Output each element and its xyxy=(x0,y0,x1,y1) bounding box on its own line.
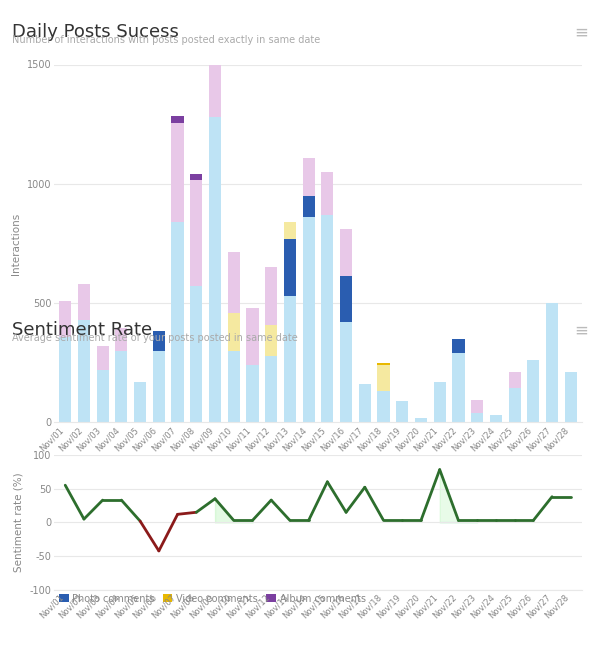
Bar xyxy=(340,229,352,275)
Bar xyxy=(321,215,334,422)
Bar xyxy=(78,284,90,320)
Bar xyxy=(490,415,502,422)
Bar xyxy=(565,372,577,422)
Bar xyxy=(340,322,352,422)
Bar xyxy=(321,172,334,215)
Bar xyxy=(190,180,202,286)
Bar xyxy=(415,418,427,422)
Bar xyxy=(452,339,464,353)
Bar xyxy=(284,296,296,422)
Text: ≡: ≡ xyxy=(574,321,588,339)
Bar xyxy=(115,328,127,351)
Y-axis label: Interactions: Interactions xyxy=(11,212,21,275)
Bar xyxy=(190,286,202,422)
Bar xyxy=(190,174,202,180)
Bar xyxy=(97,370,109,422)
Bar xyxy=(340,275,352,322)
Bar xyxy=(434,382,446,422)
Text: Average sentiment rate of your posts posted in same date: Average sentiment rate of your posts pos… xyxy=(12,333,298,344)
Text: Daily Posts Sucess: Daily Posts Sucess xyxy=(12,23,179,41)
Bar xyxy=(377,392,389,422)
Bar xyxy=(134,382,146,422)
Bar xyxy=(302,157,315,196)
Bar xyxy=(284,222,296,239)
Bar xyxy=(452,353,464,422)
Bar xyxy=(265,324,277,355)
Bar xyxy=(172,222,184,422)
Text: Number of interactions with posts posted exactly in same date: Number of interactions with posts posted… xyxy=(12,35,320,45)
Bar xyxy=(227,351,240,422)
Bar xyxy=(209,7,221,117)
Bar xyxy=(509,372,521,388)
Bar xyxy=(59,337,71,422)
Bar xyxy=(172,116,184,123)
Bar xyxy=(115,351,127,422)
Bar xyxy=(265,355,277,422)
Bar xyxy=(377,365,389,392)
Bar xyxy=(247,308,259,365)
Bar xyxy=(153,351,165,422)
Bar xyxy=(546,303,558,422)
Bar xyxy=(471,413,483,422)
Bar xyxy=(153,331,165,351)
Bar xyxy=(471,400,483,413)
Text: ≡: ≡ xyxy=(574,23,588,41)
Legend: Photo likes, Photo comments, Video likes, Video comments, Album likes, Album com: Photo likes, Photo comments, Video likes… xyxy=(59,580,365,604)
Bar xyxy=(509,388,521,422)
Bar xyxy=(396,401,409,422)
Bar xyxy=(97,346,109,370)
Bar xyxy=(227,252,240,313)
Bar xyxy=(227,313,240,351)
Bar xyxy=(302,196,315,217)
Bar xyxy=(78,320,90,422)
Bar xyxy=(284,239,296,296)
Y-axis label: Sentiment rate (%): Sentiment rate (%) xyxy=(14,473,24,572)
Bar xyxy=(247,365,259,422)
Bar xyxy=(209,117,221,422)
Bar xyxy=(359,384,371,422)
Bar xyxy=(302,217,315,422)
Bar xyxy=(377,362,389,365)
Bar xyxy=(59,301,71,337)
Bar xyxy=(527,361,539,422)
Text: Sentiment Rate: Sentiment Rate xyxy=(12,321,152,339)
Bar xyxy=(172,123,184,222)
Bar xyxy=(265,268,277,324)
